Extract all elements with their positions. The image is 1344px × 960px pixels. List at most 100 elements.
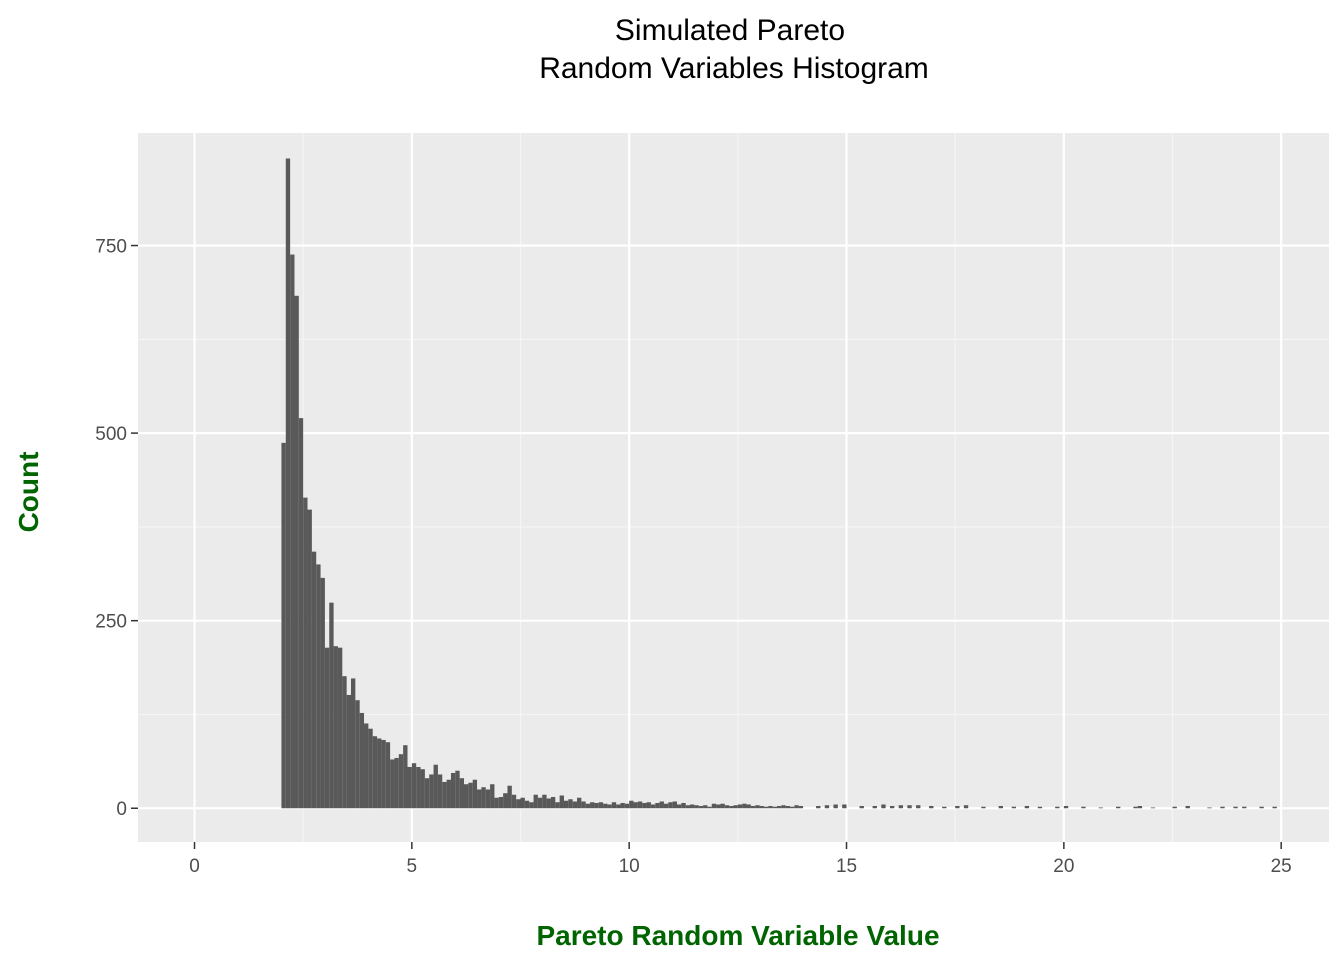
histogram-bar [281, 442, 286, 809]
histogram-bar [650, 804, 656, 809]
histogram-bar [1242, 806, 1247, 809]
histogram-bar [516, 799, 521, 809]
histogram-bar [537, 797, 543, 809]
histogram-bar [511, 794, 517, 809]
histogram-bar [998, 805, 1003, 809]
histogram-bar [455, 770, 460, 809]
histogram-bar [1137, 805, 1143, 809]
histogram-bar [342, 676, 347, 809]
histogram-bar [742, 803, 747, 809]
histogram-bar [420, 769, 425, 809]
histogram-bar [355, 700, 360, 809]
histogram-bar [842, 804, 847, 809]
histogram-bar [403, 745, 408, 809]
histogram-bar [372, 736, 378, 809]
histogram-bar [520, 797, 525, 809]
histogram-bar [1272, 806, 1277, 809]
histogram-bar [1081, 806, 1086, 809]
histogram-bar [590, 802, 595, 809]
histogram-bar [629, 800, 634, 809]
histogram-bar [303, 497, 308, 809]
histogram-bar [377, 738, 382, 809]
histogram-bar [929, 805, 934, 809]
histogram-bar [542, 794, 547, 809]
histogram-bar [359, 712, 365, 809]
histogram-bar [481, 787, 486, 809]
histogram-bar [337, 647, 343, 809]
histogram-bar [494, 797, 499, 809]
histogram-bar [729, 805, 734, 809]
histogram-bar [390, 759, 395, 809]
chart-title: Simulated Pareto Random Variables Histog… [539, 14, 929, 85]
histogram-bar [942, 806, 947, 809]
histogram-bar [464, 784, 469, 809]
histogram-bar [724, 805, 730, 809]
histogram-bar [1150, 807, 1156, 809]
histogram-bar [411, 763, 417, 809]
histogram-bar [585, 803, 591, 809]
histogram-bar [290, 254, 295, 809]
histogram-bar [790, 806, 795, 809]
histogram-bar [1063, 805, 1069, 809]
histogram-bar [294, 295, 299, 809]
histogram-bar [824, 805, 830, 809]
histogram-bar [776, 805, 782, 809]
histogram-bar [668, 802, 673, 809]
histogram-bar [681, 802, 686, 809]
histogram-bar [690, 804, 695, 809]
histogram-bar [329, 602, 334, 809]
minor-gridlines [138, 133, 1329, 842]
histogram-bar [490, 784, 495, 809]
histogram-bar [755, 805, 760, 809]
histogram-bar [672, 801, 677, 809]
histogram-bar [881, 804, 886, 809]
histogram-bar [320, 577, 325, 809]
histogram-bar [916, 805, 921, 809]
histogram-bar [559, 795, 564, 809]
histogram-bar [398, 754, 404, 809]
x-tick-label: 15 [836, 856, 857, 877]
y-tick-label: 0 [116, 799, 127, 820]
histogram-bar [1233, 806, 1238, 809]
histogram-bar [368, 728, 373, 809]
histogram-bar [416, 766, 421, 809]
histogram-bar [907, 805, 912, 809]
histogram-bar [798, 805, 804, 809]
histogram-bar [703, 805, 708, 809]
histogram-bar [498, 796, 504, 809]
histogram-bar [563, 800, 569, 809]
histogram-bar [529, 802, 534, 809]
histogram-bar [707, 806, 712, 809]
histogram-bar [577, 797, 582, 809]
x-tick-label: 20 [1053, 856, 1074, 877]
histogram-bar [485, 789, 491, 809]
y-tick-label: 250 [95, 612, 127, 633]
histogram-bar [503, 793, 508, 809]
histogram-bar [350, 678, 356, 809]
histogram-bar [763, 806, 769, 809]
y-tick-label: 500 [95, 424, 127, 445]
histogram-bar [429, 774, 434, 809]
histogram-bar [633, 802, 638, 809]
histogram-bar [1098, 807, 1103, 809]
histogram-bar [781, 805, 786, 809]
histogram-bar [624, 803, 630, 809]
histogram-bar [437, 774, 443, 809]
histogram-bar [524, 800, 530, 809]
histogram-bar [298, 418, 304, 809]
histogram-bar [759, 805, 764, 809]
histogram-bar [720, 803, 725, 809]
histogram-bar [333, 646, 338, 809]
histogram-bar [407, 766, 412, 809]
histogram-bar [1116, 806, 1121, 809]
histogram-bar [646, 802, 651, 809]
histogram-bar [364, 723, 369, 809]
histogram-bar [477, 789, 482, 809]
histogram-bar [550, 796, 556, 809]
histogram-bar [607, 804, 612, 809]
histogram-bar [859, 805, 864, 809]
histogram-bar [637, 801, 643, 809]
histogram-bar [750, 805, 756, 809]
histogram-bar [1172, 806, 1177, 809]
